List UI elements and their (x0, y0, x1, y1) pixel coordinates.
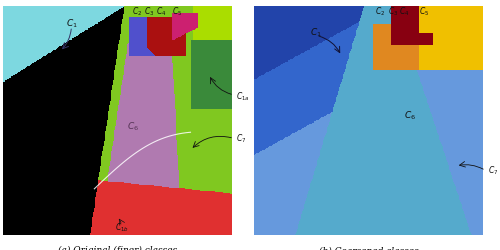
Text: $C_7$: $C_7$ (488, 164, 498, 177)
Text: $C_{1b}$: $C_{1b}$ (115, 222, 129, 234)
Text: $C_2$: $C_2$ (375, 6, 385, 18)
Text: $C_5$: $C_5$ (172, 6, 182, 18)
Text: $C_1$: $C_1$ (66, 18, 78, 30)
Text: $C_6$: $C_6$ (128, 121, 140, 133)
Text: (b) Coarsened classes: (b) Coarsened classes (319, 246, 419, 250)
Text: $C_3$: $C_3$ (144, 6, 154, 18)
Text: $C_1$: $C_1$ (310, 27, 322, 40)
Text: $C_6$: $C_6$ (404, 109, 416, 122)
Text: $C_4$: $C_4$ (399, 6, 409, 18)
Text: $C_3$: $C_3$ (388, 6, 398, 18)
Text: $C_5$: $C_5$ (418, 6, 429, 18)
Text: (a) Original (finer) classes: (a) Original (finer) classes (58, 246, 177, 250)
Text: $C_2$: $C_2$ (132, 6, 142, 18)
Text: $C_{1a}$: $C_{1a}$ (236, 91, 250, 104)
Text: $C_4$: $C_4$ (156, 6, 166, 18)
Text: $C_7$: $C_7$ (236, 132, 246, 145)
